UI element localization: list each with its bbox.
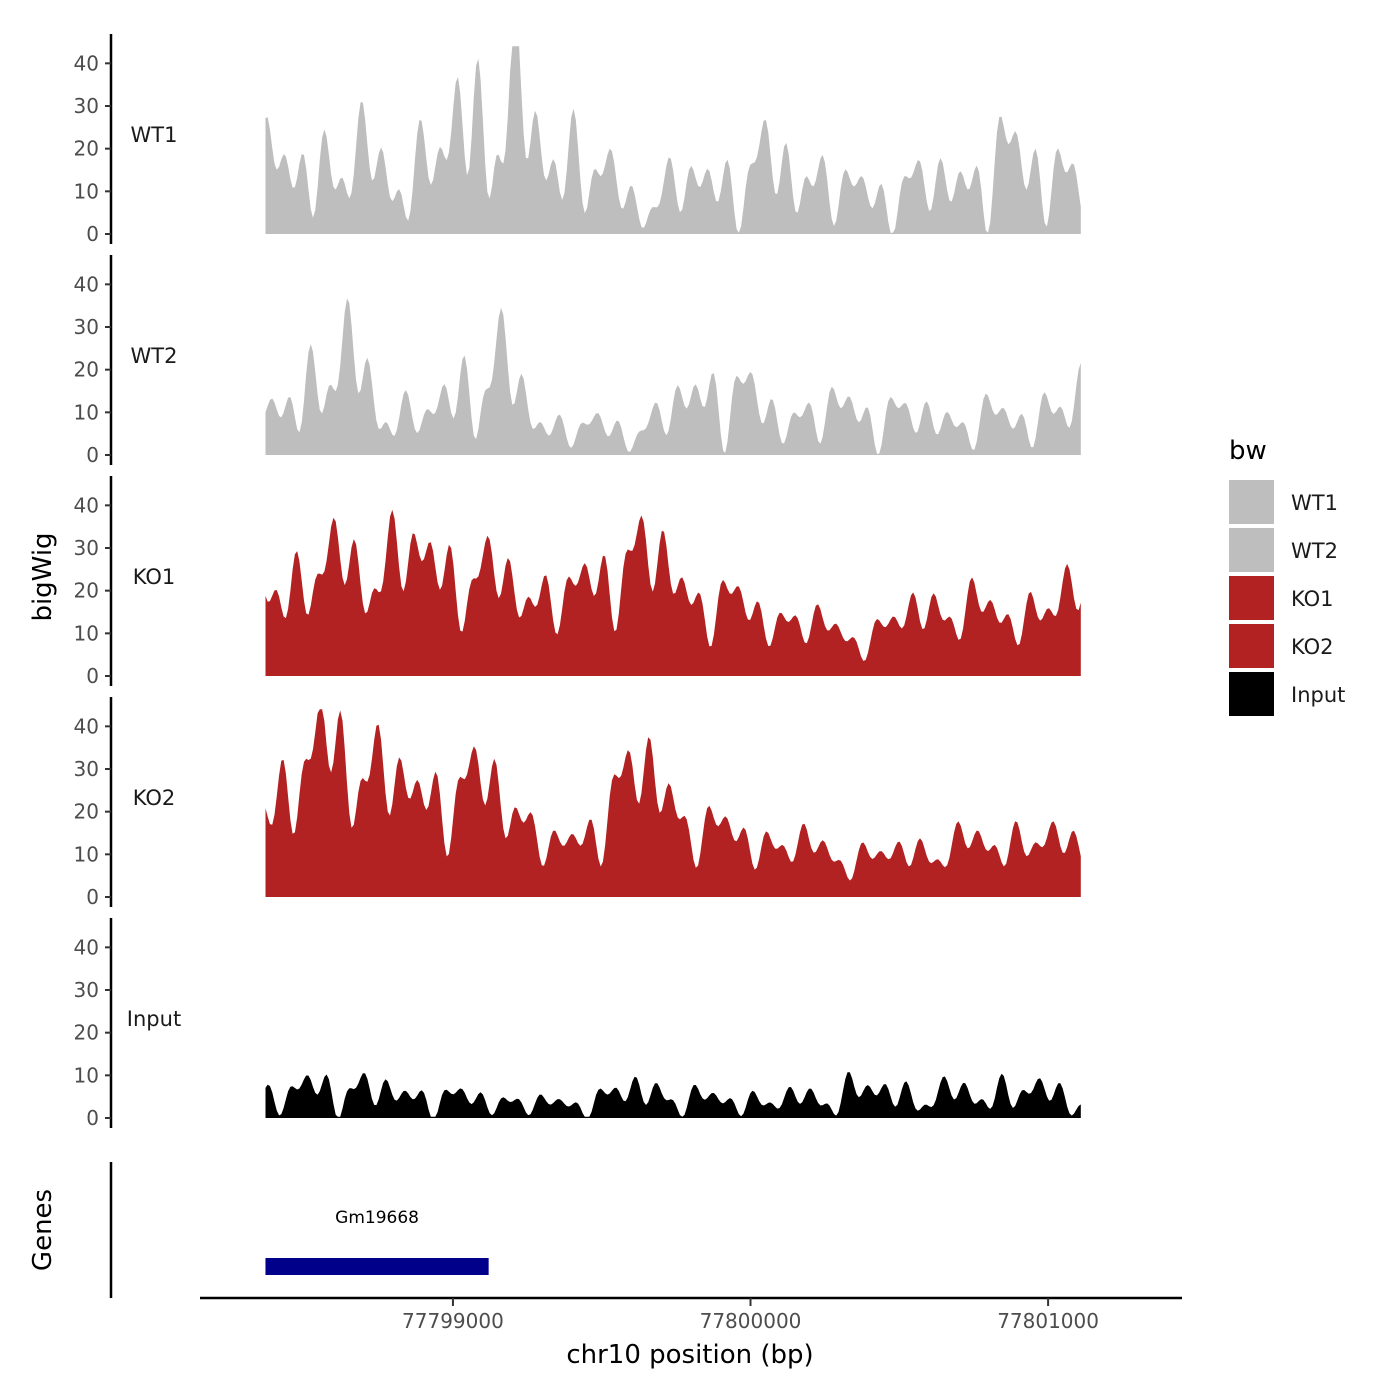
genes-panel: Genes Gm19668 [28, 1162, 489, 1298]
legend-swatch-wt1 [1229, 480, 1274, 524]
track-wt2: 0 10 20 30 40 WT2 [74, 255, 1081, 467]
y-tick-label: 30 [74, 536, 99, 560]
coverage-area-input [265, 1072, 1081, 1118]
coverage-area-wt2 [265, 298, 1081, 455]
y-axis-title: bigWig [28, 532, 58, 621]
y-tick-label: 0 [86, 664, 99, 688]
x-tick-label: 77801000 [997, 1309, 1099, 1333]
gene-label: Gm19668 [335, 1208, 419, 1228]
y-tick-label: 40 [74, 272, 99, 296]
track-ko1: 0 10 20 30 40 KO1 [74, 476, 1081, 688]
legend-label: WT2 [1291, 539, 1338, 563]
y-tick-label: 10 [74, 179, 99, 203]
y-tick-label: 40 [74, 493, 99, 517]
track-label: Input [127, 1007, 181, 1031]
y-tick-label: 20 [74, 358, 99, 382]
genes-axis-title: Genes [28, 1189, 58, 1271]
legend-swatch-input [1229, 672, 1274, 716]
bigwig-tracks: 0 10 20 30 40 WT1 0 10 20 30 40 WT2 0 10 20 30 40 KO1 0 10 2… [74, 34, 1081, 1130]
x-tick-label: 77800000 [700, 1309, 802, 1333]
track-input: 0 10 20 30 40 Input [74, 918, 1081, 1130]
legend-label: KO2 [1291, 635, 1334, 659]
y-tick-label: 10 [74, 842, 99, 866]
x-axis-title: chr10 position (bp) [566, 1340, 813, 1370]
legend-swatch-ko1 [1229, 576, 1274, 620]
y-tick-label: 10 [74, 1063, 99, 1087]
y-tick-label: 20 [74, 800, 99, 824]
legend-swatch-wt2 [1229, 528, 1274, 572]
y-tick-label: 20 [74, 1021, 99, 1045]
track-label: KO2 [133, 786, 176, 810]
y-tick-label: 30 [74, 757, 99, 781]
y-tick-label: 30 [74, 94, 99, 118]
legend-items: WT1 WT2 KO1 KO2 Input [1229, 480, 1345, 716]
y-tick-label: 10 [74, 621, 99, 645]
track-label: WT2 [131, 344, 178, 368]
legend-label: Input [1291, 683, 1345, 707]
legend-label: WT1 [1291, 491, 1338, 515]
legend-title: bw [1229, 436, 1267, 466]
x-axis: 77799000 77800000 77801000 chr10 position … [200, 1296, 1182, 1370]
coverage-area-wt1 [265, 46, 1081, 234]
legend-swatch-ko2 [1229, 624, 1274, 668]
y-tick-label: 0 [86, 1106, 99, 1130]
y-tick-label: 20 [74, 579, 99, 603]
legend-label: KO1 [1291, 587, 1334, 611]
y-tick-label: 40 [74, 714, 99, 738]
coverage-area-ko2 [265, 709, 1081, 897]
gene-body [265, 1258, 489, 1275]
track-label: KO1 [133, 565, 176, 589]
y-tick-label: 40 [74, 51, 99, 75]
y-tick-label: 20 [74, 137, 99, 161]
track-ko2: 0 10 20 30 40 KO2 [74, 697, 1081, 909]
gene-models: Gm19668 [265, 1208, 489, 1275]
y-tick-label: 30 [74, 978, 99, 1002]
x-tick-label: 77799000 [402, 1309, 504, 1333]
x-ticks: 77799000 77800000 77801000 [402, 1298, 1099, 1333]
legend: bw WT1 WT2 KO1 KO2 Input [1229, 436, 1345, 716]
y-tick-label: 0 [86, 443, 99, 467]
y-tick-label: 40 [74, 935, 99, 959]
y-tick-label: 10 [74, 400, 99, 424]
track-wt1: 0 10 20 30 40 WT1 [74, 34, 1081, 246]
y-tick-label: 0 [86, 885, 99, 909]
coverage-area-ko1 [265, 509, 1081, 676]
track-label: WT1 [131, 123, 178, 147]
y-tick-label: 30 [74, 315, 99, 339]
y-tick-label: 0 [86, 222, 99, 246]
